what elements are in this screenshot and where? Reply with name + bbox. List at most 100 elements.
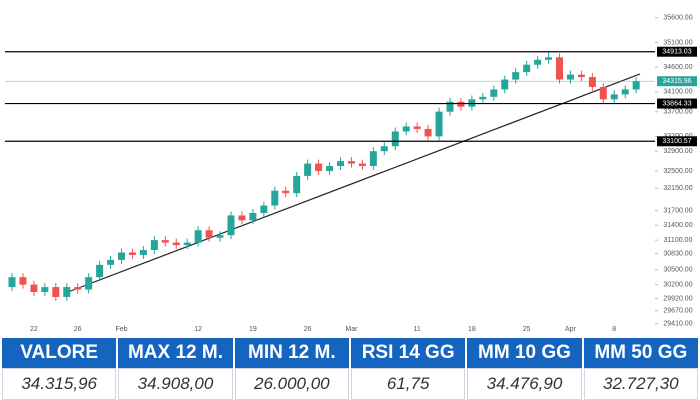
candle-body (457, 101, 465, 107)
candle-body (128, 252, 136, 255)
candle-body (413, 126, 421, 129)
candle-body (566, 74, 574, 80)
x-tick-label: 26 (304, 326, 312, 333)
x-tick-label: Apr (565, 326, 577, 333)
x-tick-label: 25 (523, 326, 531, 333)
candle-body (63, 287, 71, 297)
x-tick-label: 8 (612, 326, 616, 333)
header-cell: MAX 12 M. (118, 338, 233, 368)
candle-body (545, 57, 553, 60)
price-tag (657, 46, 697, 57)
x-tick-label: 26 (74, 326, 82, 333)
y-tick-label: 32500.00 (663, 168, 692, 175)
candle-body (41, 287, 49, 293)
candle-body (238, 215, 246, 221)
candle-body (282, 190, 290, 194)
x-tick-label: Feb (115, 326, 127, 333)
y-tick-label: 35600.00 (663, 15, 692, 22)
candle-body (479, 96, 487, 100)
candle-body (391, 131, 399, 147)
price-tag-label: 34913.03 (662, 49, 691, 56)
candle-body (358, 163, 366, 167)
candle-body (347, 161, 355, 164)
value-cell: 61,75 (350, 368, 466, 400)
value-cell: 26.000,00 (234, 368, 349, 400)
x-tick-label: Mar (345, 326, 358, 333)
price-tag (657, 76, 697, 87)
candle-body (107, 259, 115, 265)
candle-body (534, 59, 542, 65)
chart: 35600.00 35100.00 34600.00 34100.00 33700.00… (5, 15, 697, 333)
x-tick-label: 18 (468, 326, 476, 333)
candle-body (435, 111, 443, 137)
candle-body (52, 287, 60, 297)
trend-line (67, 73, 641, 293)
x-tick-label: 12 (194, 326, 202, 333)
candle-body (172, 242, 180, 246)
candle-body (85, 277, 93, 290)
candle-body (293, 175, 301, 194)
y-tick-label: 33700.00 (663, 109, 692, 116)
x-tick-label: 11 (414, 326, 421, 333)
candle-body (577, 74, 585, 78)
y-tick-label: 34100.00 (663, 89, 692, 96)
candle-body (74, 287, 82, 290)
y-tick-label: 30830.00 (663, 250, 692, 257)
candle-body (139, 250, 147, 255)
value-cell: 34.476,90 (467, 368, 582, 400)
header-cell: MM 10 GG (467, 338, 582, 368)
price-tag-label: 34315.96 (662, 78, 691, 85)
header-cell: RSI 14 GG (350, 338, 466, 368)
candle-body (260, 205, 268, 213)
candle-body (205, 230, 213, 238)
candle-body (369, 151, 377, 167)
candle-body (556, 57, 563, 80)
y-tick-label: 35100.00 (663, 39, 692, 46)
candle-body (118, 252, 125, 260)
candle-body (30, 284, 38, 293)
y-tick-label: 30500.00 (663, 267, 692, 274)
candle-body (599, 86, 607, 100)
candle-body (337, 161, 344, 167)
candle-body (632, 81, 640, 90)
candle-body (588, 77, 596, 87)
value-row: 34.315,96 34.908,00 26.000,00 61,75 34.476,9… (2, 368, 698, 400)
candle-body (150, 240, 158, 251)
value-cell: 34.315,96 (2, 368, 117, 400)
y-tick-label: 32150.00 (663, 185, 692, 192)
candle-body (19, 277, 27, 285)
candle-body (512, 72, 520, 80)
stats-table: VALORE MAX 12 M. MIN 12 M. RSI 14 GG MM 10 G… (0, 338, 700, 400)
x-tick-label: 19 (249, 326, 257, 333)
candle-body (501, 79, 509, 90)
y-tick-label: 31400.00 (663, 222, 692, 229)
candle-body (380, 146, 388, 152)
candle-body (304, 163, 312, 176)
y-tick-label: 31100.00 (664, 237, 693, 244)
header-row: VALORE MAX 12 M. MIN 12 M. RSI 14 GG MM 10 G… (2, 338, 698, 368)
y-tick-label: 29920.00 (663, 295, 692, 302)
candle-body (161, 240, 169, 243)
candle-body (249, 212, 257, 221)
y-tick-label: 32900.00 (663, 148, 692, 155)
y-tick-label: 31700.00 (663, 207, 692, 214)
candle-body (523, 64, 531, 73)
candle-body (216, 235, 224, 238)
candle-body (326, 166, 334, 171)
candle-body (490, 89, 498, 97)
candle-body (227, 215, 235, 236)
y-tick-label: 30200.00 (663, 281, 692, 288)
candle-body (183, 242, 191, 246)
candle-body (610, 94, 618, 100)
candle-body (194, 230, 202, 243)
candle-body (621, 89, 629, 95)
x-tick-label: 22 (30, 326, 38, 333)
value-cell: 32.727,30 (583, 368, 698, 400)
y-tick-label: 34600.00 (663, 64, 692, 71)
candle-body (402, 126, 410, 132)
y-tick-label: 29670.00 (663, 308, 692, 315)
y-tick-label: 29410.00 (663, 320, 692, 327)
price-tag-label: 33100.57 (662, 138, 691, 145)
header-cell: MM 50 GG (583, 338, 698, 368)
